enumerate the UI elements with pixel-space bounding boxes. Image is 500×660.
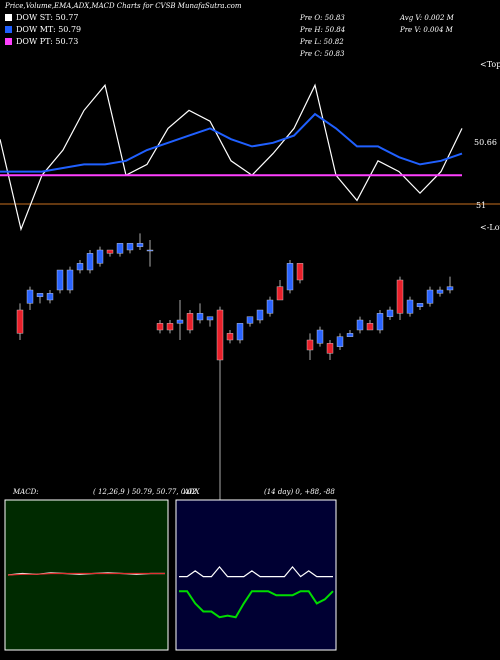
- candle-body: [426, 289, 434, 304]
- legend-swatch: [5, 14, 12, 21]
- candle-body: [446, 286, 454, 291]
- candle-body: [76, 263, 84, 271]
- candle-body: [66, 269, 74, 291]
- candle-body: [186, 313, 194, 331]
- legend-label: DOW MT: 50.79: [16, 25, 81, 34]
- candle-body: [236, 323, 244, 341]
- panel-title: MACD:: [12, 488, 39, 496]
- stat: Pre H: 50.84: [299, 26, 345, 34]
- candle-body: [376, 313, 384, 331]
- candle-body: [336, 336, 344, 347]
- reference-label: 51: [476, 201, 486, 210]
- candle-body: [136, 243, 144, 247]
- candle-body: [226, 333, 234, 341]
- series-line: [179, 565, 333, 578]
- panel-subtitle: (14 day) 0, +88, -88: [264, 488, 335, 496]
- series-line: [179, 590, 334, 619]
- legend-swatch: [5, 26, 12, 33]
- candle-body: [26, 289, 34, 304]
- candle-body: [326, 343, 334, 354]
- candle-body: [36, 293, 44, 297]
- candle-body: [306, 339, 314, 351]
- stat: Pre L: 50.82: [299, 38, 344, 46]
- candle-body: [196, 313, 204, 321]
- candle-body: [146, 249, 154, 252]
- candle-body: [266, 299, 274, 314]
- annotation: <Topo: [480, 60, 500, 69]
- panel-subtitle: ( 12,26,9 ) 50.79, 50.77, 0.02: [93, 488, 197, 496]
- candle-body: [416, 303, 424, 307]
- stat: Pre C: 50.83: [299, 50, 345, 58]
- candle-body: [46, 293, 54, 301]
- candle-body: [16, 309, 24, 334]
- candle-body: [86, 253, 94, 271]
- candle-body: [356, 319, 364, 331]
- candle-body: [106, 249, 114, 254]
- candle-body: [406, 299, 414, 314]
- series-line: [0, 83, 463, 232]
- legend-label: DOW PT: 50.73: [16, 37, 78, 46]
- series-line: [7, 572, 165, 576]
- series-line: [0, 112, 463, 173]
- candle-body: [386, 309, 394, 317]
- legend-label: DOW ST: 50.77: [16, 13, 78, 22]
- stat: Avg V: 0.002 M: [399, 14, 455, 22]
- stat: Pre V: 0.004 M: [399, 26, 454, 34]
- candle-body: [206, 316, 214, 321]
- annotation: 50.66: [474, 138, 497, 147]
- candle-body: [436, 289, 444, 294]
- candle-body: [346, 333, 354, 337]
- candle-body: [316, 329, 324, 344]
- candle-body: [286, 263, 294, 291]
- candle-body: [126, 243, 134, 251]
- legend-swatch: [5, 38, 12, 45]
- candle-body: [366, 323, 374, 331]
- candle-body: [56, 269, 64, 291]
- candle-body: [156, 323, 164, 331]
- candle-body: [296, 263, 304, 281]
- candle-body: [96, 249, 104, 264]
- candle-body: [256, 309, 264, 321]
- candle-body: [176, 319, 184, 324]
- candle-body: [396, 279, 404, 314]
- chart-title: Price,Volume,EMA,ADX,MACD Charts for CVS…: [4, 2, 242, 10]
- stat: Pre O: 50.83: [299, 14, 345, 22]
- candle-body: [276, 286, 284, 301]
- panel-bg: [4, 499, 169, 651]
- panel-title: ADX: [183, 488, 201, 496]
- candle-body: [166, 323, 174, 331]
- annotation: <-Lowe: [480, 223, 500, 232]
- candle-body: [246, 316, 254, 324]
- candle-body: [116, 243, 124, 254]
- panel-bg: [175, 499, 337, 651]
- candle-body: [216, 309, 224, 361]
